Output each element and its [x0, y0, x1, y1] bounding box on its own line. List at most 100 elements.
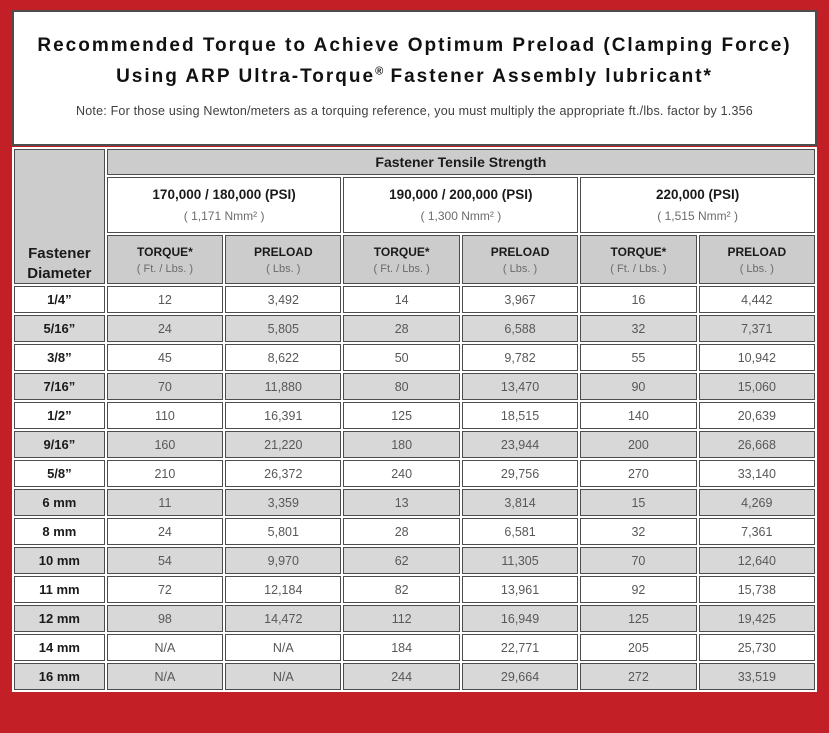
- torque-column-header: TORQUE* ( Ft. / Lbs. ): [106, 235, 224, 284]
- value-cell: 70: [580, 547, 697, 574]
- value-cell: 21,220: [225, 431, 342, 458]
- value-cell: N/A: [106, 634, 224, 661]
- row-header-cell: 8 mm: [14, 518, 105, 545]
- value-cell: 10,942: [698, 344, 815, 371]
- value-cell: 80: [343, 373, 460, 400]
- value-cell: 14: [343, 286, 460, 313]
- value-cell: 45: [106, 344, 224, 371]
- value-cell: 12,184: [225, 576, 342, 603]
- table-row: 12 mm 98 14,472 112 16,949 125 19,425: [14, 605, 815, 632]
- value-cell: 12: [106, 286, 224, 313]
- torque-label: TORQUE*: [373, 244, 430, 259]
- value-cell: 3,359: [225, 489, 342, 516]
- value-cell: 33,140: [698, 460, 815, 487]
- psi-header-row: 170,000 / 180,000 (PSI) ( 1,171 Nmm² ) 1…: [14, 177, 815, 233]
- row-header-cell: 1/2”: [14, 402, 105, 429]
- table-row: 5/16” 24 5,805 28 6,588 32 7,371: [14, 315, 815, 342]
- value-cell: 210: [106, 460, 224, 487]
- nmm-label: ( 1,515 Nmm² ): [657, 209, 738, 223]
- value-cell: 72: [106, 576, 224, 603]
- value-cell: 13,470: [461, 373, 579, 400]
- value-cell: 272: [580, 663, 697, 690]
- value-cell: 7,361: [698, 518, 815, 545]
- row-header-cell: 10 mm: [14, 547, 105, 574]
- value-cell: 16,949: [461, 605, 579, 632]
- registered-trademark-symbol: ®: [375, 66, 384, 79]
- subtitle-text-before: Using ARP Ultra-Torque: [116, 66, 376, 88]
- row-header-cell: 1/4”: [14, 286, 105, 313]
- value-cell: 160: [106, 431, 224, 458]
- preload-column-header: PRELOAD ( Lbs. ): [225, 235, 342, 284]
- value-cell: 92: [580, 576, 697, 603]
- table-row: 9/16” 160 21,220 180 23,944 200 26,668: [14, 431, 815, 458]
- tensile-strength-header: Fastener Tensile Strength: [106, 149, 815, 175]
- value-cell: 29,664: [461, 663, 579, 690]
- value-cell: 24: [106, 518, 224, 545]
- torque-label: TORQUE*: [137, 244, 193, 259]
- row-header-cell: 7/16”: [14, 373, 105, 400]
- value-cell: 140: [580, 402, 697, 429]
- value-cell: 50: [343, 344, 460, 371]
- value-cell: 4,269: [698, 489, 815, 516]
- title-panel: Recommended Torque to Achieve Optimum Pr…: [12, 10, 817, 146]
- fastener-diameter-header-line1: Fastener: [28, 245, 91, 262]
- value-cell: 270: [580, 460, 697, 487]
- value-cell: 244: [343, 663, 460, 690]
- value-cell: 14,472: [225, 605, 342, 632]
- preload-label: PRELOAD: [727, 244, 787, 259]
- row-header-cell: 16 mm: [14, 663, 105, 690]
- strength-group-170-180: 170,000 / 180,000 (PSI) ( 1,171 Nmm² ): [106, 177, 342, 233]
- page-title-line1: Recommended Torque to Achieve Optimum Pr…: [37, 35, 792, 56]
- value-cell: 19,425: [698, 605, 815, 632]
- value-cell: 3,967: [461, 286, 579, 313]
- value-cell: 200: [580, 431, 697, 458]
- value-cell: 98: [106, 605, 224, 632]
- value-cell: 16,391: [225, 402, 342, 429]
- table-row: 11 mm 72 12,184 82 13,961 92 15,738: [14, 576, 815, 603]
- value-cell: 240: [343, 460, 460, 487]
- preload-column-header: PRELOAD ( Lbs. ): [698, 235, 815, 284]
- table-row: 1/4” 12 3,492 14 3,967 16 4,442: [14, 286, 815, 313]
- tensile-header-row: Fastener Diameter Fastener Tensile Stren…: [14, 149, 815, 284]
- preload-unit: ( Lbs. ): [502, 262, 538, 275]
- value-cell: 23,944: [461, 431, 579, 458]
- page-title-line2: Using ARP Ultra-Torque® Fastener Assembl…: [22, 61, 807, 92]
- value-cell: 8,622: [225, 344, 342, 371]
- value-cell: 112: [343, 605, 460, 632]
- torque-unit: ( Ft. / Lbs. ): [136, 262, 194, 275]
- value-cell: 26,372: [225, 460, 342, 487]
- row-header-cell: 9/16”: [14, 431, 105, 458]
- table-row: 1/2” 110 16,391 125 18,515 140 20,639: [14, 402, 815, 429]
- torque-column-header: TORQUE* ( Ft. / Lbs. ): [343, 235, 460, 284]
- torque-unit: ( Ft. / Lbs. ): [373, 262, 430, 275]
- table-row: 14 mm N/A N/A 184 22,771 205 25,730: [14, 634, 815, 661]
- torque-spec-table: Fastener Diameter Fastener Tensile Stren…: [12, 147, 817, 692]
- newton-meters-note: Note: For those using Newton/meters as a…: [76, 103, 753, 118]
- value-cell: 28: [343, 518, 460, 545]
- value-cell: 3,814: [461, 489, 579, 516]
- value-cell: N/A: [225, 663, 342, 690]
- value-cell: 22,771: [461, 634, 579, 661]
- value-cell: 11,880: [225, 373, 342, 400]
- value-cell: 29,756: [461, 460, 579, 487]
- value-cell: 125: [343, 402, 460, 429]
- subtitle-text-after: Fastener Assembly lubricant*: [383, 66, 713, 88]
- value-cell: 5,801: [225, 518, 342, 545]
- strength-group-220: 220,000 (PSI) ( 1,515 Nmm² ): [580, 177, 815, 233]
- value-cell: 90: [580, 373, 697, 400]
- value-cell: 32: [580, 315, 697, 342]
- value-cell: 11: [106, 489, 224, 516]
- value-cell: 11,305: [461, 547, 579, 574]
- value-cell: 15,060: [698, 373, 815, 400]
- preload-column-header: PRELOAD ( Lbs. ): [461, 235, 579, 284]
- torque-unit: ( Ft. / Lbs. ): [610, 262, 667, 275]
- table-row: 7/16” 70 11,880 80 13,470 90 15,060: [14, 373, 815, 400]
- value-cell: 28: [343, 315, 460, 342]
- value-cell: 180: [343, 431, 460, 458]
- value-cell: 70: [106, 373, 224, 400]
- value-cell: 33,519: [698, 663, 815, 690]
- value-cell: 82: [343, 576, 460, 603]
- value-cell: 7,371: [698, 315, 815, 342]
- value-cell: 184: [343, 634, 460, 661]
- value-cell: 15,738: [698, 576, 815, 603]
